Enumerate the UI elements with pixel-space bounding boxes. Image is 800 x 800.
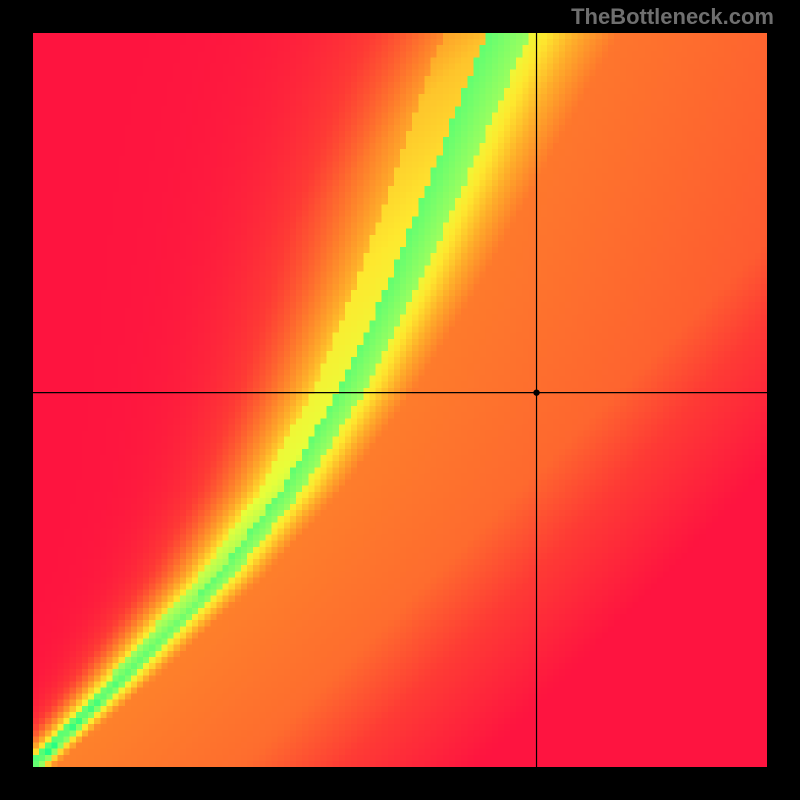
- watermark-text: TheBottleneck.com: [571, 4, 774, 30]
- bottleneck-heatmap: [33, 33, 767, 767]
- chart-container: { "watermark": { "text": "TheBottleneck.…: [0, 0, 800, 800]
